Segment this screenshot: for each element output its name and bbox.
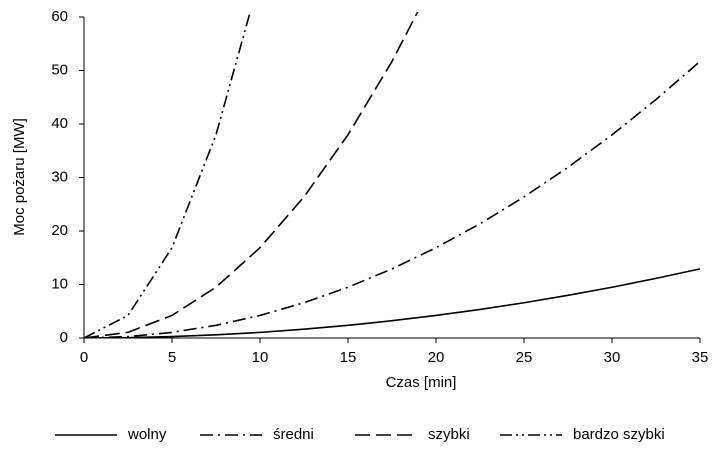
x-tick-label: 0 — [80, 349, 88, 366]
x-axis-label: Czas [min] — [386, 374, 457, 391]
y-tick-label: 40 — [51, 115, 68, 132]
series-line — [84, 12, 419, 338]
x-tick-label: 5 — [168, 349, 176, 366]
y-tick-label: 20 — [51, 222, 68, 239]
legend-label: średni — [273, 426, 314, 443]
y-tick-label: 0 — [60, 329, 68, 346]
y-tick-label: 60 — [51, 8, 68, 25]
legend-label: szybki — [428, 426, 470, 443]
x-tick-label: 10 — [252, 349, 269, 366]
legend-label: bardzo szybki — [573, 426, 665, 443]
y-tick-label: 30 — [51, 168, 68, 185]
y-tick-label: 50 — [51, 61, 68, 78]
x-tick-label: 30 — [604, 349, 621, 366]
series-line — [84, 268, 701, 338]
x-tick-label: 25 — [516, 349, 533, 366]
y-tick-label: 10 — [51, 275, 68, 292]
legend-label: wolny — [127, 426, 167, 443]
series-line — [84, 12, 251, 338]
x-tick-label: 15 — [340, 349, 357, 366]
series-line — [84, 60, 701, 338]
x-tick-label: 20 — [428, 349, 445, 366]
x-tick-label: 35 — [692, 349, 709, 366]
y-axis-label: Moc pożaru [MW] — [11, 118, 28, 236]
